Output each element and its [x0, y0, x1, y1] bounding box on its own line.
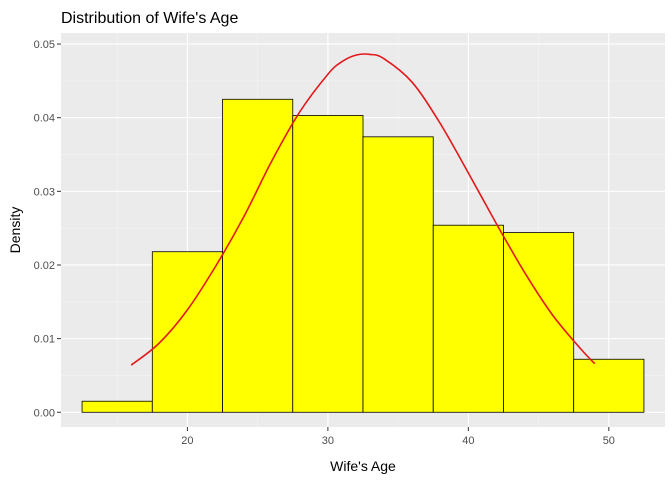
- density-curve: [130, 53, 596, 366]
- y-axis-title: Density: [7, 207, 23, 254]
- y-tick-label: 0.03: [34, 186, 55, 198]
- y-tick-label: 0.04: [34, 113, 55, 125]
- y-tick-label: 0.05: [34, 39, 55, 51]
- histogram-bar: [81, 400, 153, 413]
- x-axis-title: Wife's Age: [330, 458, 396, 474]
- x-tick-label: 40: [462, 435, 474, 447]
- x-tick-label: 50: [603, 435, 615, 447]
- histogram-bar: [222, 98, 294, 413]
- histogram-bar: [573, 358, 645, 413]
- y-tick-label: 0.00: [34, 407, 55, 419]
- histogram-bar: [362, 136, 434, 413]
- histogram-bar: [432, 224, 504, 413]
- y-tick-label: 0.02: [34, 260, 55, 272]
- chart-title: Distribution of Wife's Age: [61, 10, 238, 27]
- histogram-bars: [81, 98, 645, 413]
- histogram-bar: [503, 232, 575, 413]
- x-axis-ticks: 20 30 40 50: [181, 427, 615, 447]
- histogram-bar: [292, 115, 364, 413]
- y-tick-label: 0.01: [34, 334, 55, 346]
- histogram-bar: [151, 251, 223, 413]
- x-tick-label: 20: [181, 435, 193, 447]
- y-axis-ticks: 0.00 0.01 0.02 0.03 0.04 0.05: [34, 39, 61, 419]
- x-tick-label: 30: [322, 435, 334, 447]
